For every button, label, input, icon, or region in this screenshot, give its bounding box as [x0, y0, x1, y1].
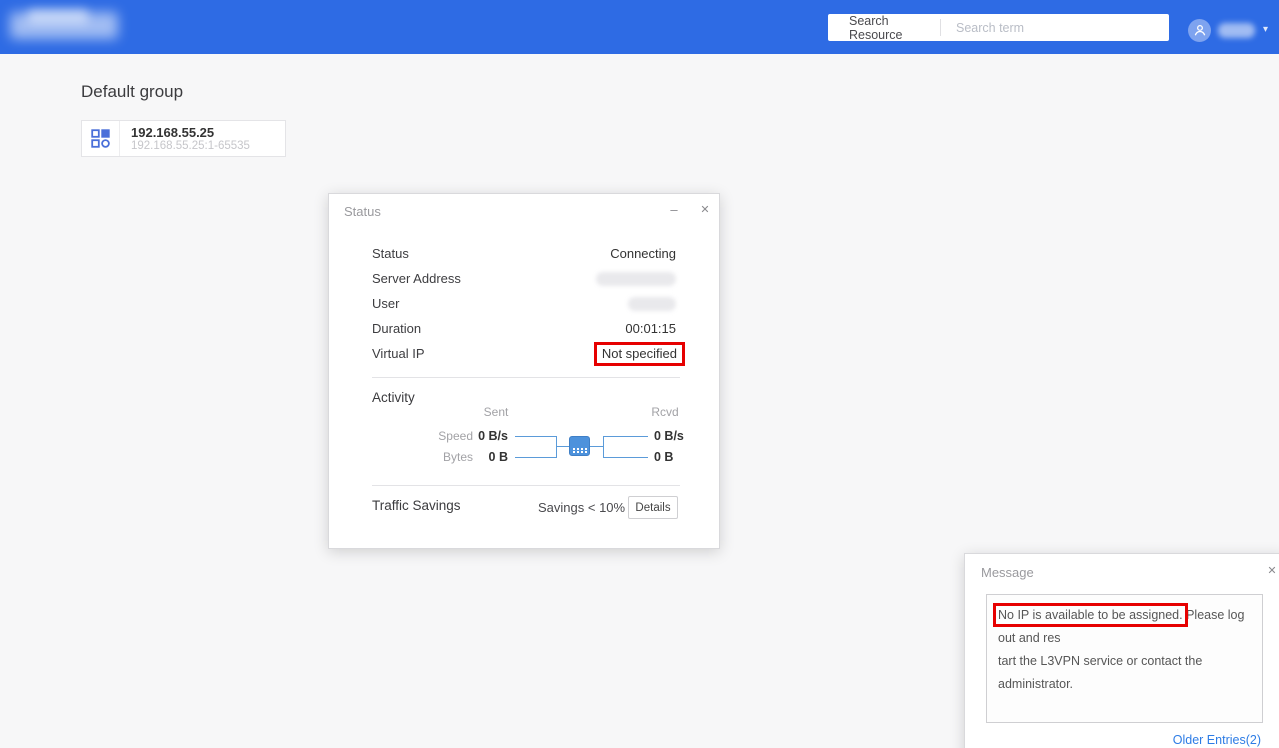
details-button[interactable]: Details — [628, 496, 678, 519]
resource-card[interactable]: 192.168.55.25 192.168.55.25:1-65535 — [81, 120, 286, 157]
device-icon-dots — [573, 448, 575, 450]
sent-bytes-value: 0 B — [488, 450, 508, 464]
older-entries-link[interactable]: Older Entries(2) — [1172, 733, 1261, 747]
speed-label: Speed — [438, 429, 473, 443]
activity-connector-line — [603, 436, 648, 437]
search-divider — [940, 19, 941, 36]
activity-connector-line — [556, 436, 557, 458]
server-address-redacted — [596, 271, 676, 286]
status-row-status: Status Connecting — [372, 241, 676, 266]
divider — [372, 485, 680, 486]
duration-value: 00:01:15 — [625, 321, 676, 336]
chevron-down-icon[interactable]: ▾ — [1263, 24, 1269, 35]
search-input[interactable] — [941, 16, 1169, 39]
minimize-icon[interactable]: – — [670, 202, 678, 217]
rcvd-header: Rcvd — [651, 405, 679, 419]
server-address-label: Server Address — [372, 271, 461, 286]
status-label: Status — [372, 246, 409, 261]
resource-card-text: 192.168.55.25 192.168.55.25:1-65535 — [120, 121, 250, 156]
message-dialog-title: Message — [981, 565, 1034, 580]
duration-label: Duration — [372, 321, 422, 336]
activity-connector-line — [515, 436, 556, 437]
bytes-label: Bytes — [442, 450, 473, 464]
status-dialog-title: Status — [344, 204, 381, 219]
activity-connector-line — [603, 436, 604, 458]
message-text-line1: Please log out and res — [998, 608, 1245, 645]
resource-icon-box — [82, 121, 120, 156]
sent-header: Sent — [483, 405, 509, 419]
user-label: User — [372, 296, 400, 311]
activity-section-label: Activity — [372, 390, 415, 405]
savings-value: Savings < 10% — [538, 500, 626, 515]
resource-search-bar: Search Resource — [828, 13, 1169, 42]
sent-speed-value: 0 B/s — [478, 429, 508, 443]
status-row-user: User — [372, 291, 676, 316]
group-title: Default group — [81, 82, 184, 101]
status-dialog: Status – ✕ Status Connecting Server Addr… — [328, 193, 720, 549]
category-grid-icon — [91, 129, 110, 148]
message-highlighted-text: No IP is available to be assigned. — [993, 603, 1188, 627]
activity-connector-line — [556, 446, 569, 447]
rcvd-bytes-value: 0 B — [654, 450, 674, 464]
rcvd-speed-value: 0 B/s — [654, 429, 684, 443]
resource-title: 192.168.55.25 — [131, 125, 215, 140]
activity-connector-line — [515, 457, 556, 458]
message-body: No IP is available to be assigned. Pleas… — [986, 594, 1263, 723]
device-icon — [569, 436, 590, 456]
app-header: Search Resource ▾ — [0, 0, 1279, 54]
status-row-duration: Duration 00:01:15 — [372, 316, 676, 341]
close-icon[interactable]: ✕ — [700, 204, 710, 216]
user-name-redacted — [1218, 22, 1255, 38]
app-logo-redacted-2 — [28, 9, 88, 23]
status-row-virtual-ip: Virtual IP Not specified — [372, 341, 685, 366]
virtual-ip-label: Virtual IP — [372, 346, 425, 361]
message-dialog: Message ✕ No IP is available to be assig… — [964, 553, 1279, 748]
user-avatar-icon — [1188, 18, 1211, 42]
user-value-redacted — [628, 296, 676, 311]
status-rows: Status Connecting Server Address User Du… — [372, 241, 685, 366]
status-value: Connecting — [610, 246, 676, 261]
resource-subtitle: 192.168.55.25:1-65535 — [131, 140, 250, 152]
user-menu[interactable]: ▾ — [1188, 16, 1268, 44]
close-icon[interactable]: ✕ — [1267, 565, 1277, 577]
traffic-savings-label: Traffic Savings — [372, 498, 461, 513]
status-row-server: Server Address — [372, 266, 676, 291]
virtual-ip-value-highlighted: Not specified — [593, 341, 685, 366]
activity-connector-line — [590, 446, 603, 447]
divider — [372, 377, 680, 378]
activity-connector-line — [603, 457, 648, 458]
search-scope-selector[interactable]: Search Resource — [849, 13, 903, 42]
message-text-line2: tart the L3VPN service or contact the ad… — [998, 654, 1203, 691]
